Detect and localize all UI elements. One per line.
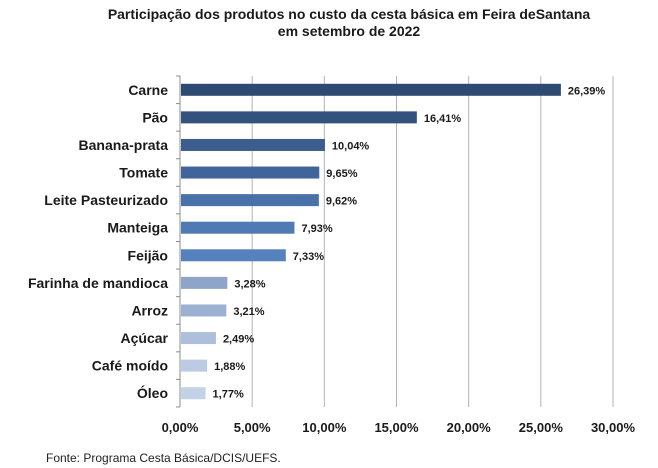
- category-label: Tomate: [119, 165, 168, 181]
- bar: [181, 359, 208, 372]
- data-label: 1,77%: [213, 389, 244, 401]
- category-label: Arroz: [131, 302, 168, 318]
- bar: [181, 83, 561, 96]
- bar: [181, 221, 295, 234]
- data-label: 10,04%: [332, 140, 370, 152]
- bar: [181, 276, 228, 289]
- x-tick-label: 5,00%: [234, 420, 271, 435]
- category-label: Leite Pasteurizado: [44, 192, 168, 208]
- category-label: Óleo: [137, 384, 168, 401]
- category-label: Pão: [142, 109, 168, 125]
- x-tick-label: 10,00%: [302, 420, 347, 435]
- category-label: Açúcar: [121, 330, 169, 346]
- category-label: Farinha de mandioca: [28, 275, 168, 291]
- data-label: 7,93%: [301, 223, 332, 235]
- x-tick-label: 15,00%: [374, 420, 419, 435]
- data-label: 2,49%: [223, 334, 254, 346]
- bar: [181, 387, 206, 400]
- source-note: Fonte: Programa Cesta Básica/DCIS/UEFS.: [46, 451, 281, 465]
- x-tick-label: 25,00%: [519, 420, 564, 435]
- bar: [181, 138, 325, 151]
- bar: [181, 332, 216, 345]
- chart-title-line1: Participação dos produtos no custo da ce…: [107, 6, 591, 22]
- x-tick-label: 20,00%: [447, 420, 492, 435]
- data-label: 16,41%: [424, 113, 462, 125]
- bar: [181, 166, 320, 179]
- category-label: Manteiga: [107, 220, 168, 236]
- data-label: 7,33%: [293, 251, 324, 263]
- chart-title-line2: em setembro de 2022: [277, 23, 421, 39]
- category-label: Carne: [128, 82, 168, 98]
- category-label: Feijão: [128, 247, 168, 263]
- bar: [181, 304, 227, 317]
- bar: [181, 111, 417, 124]
- data-label: 3,21%: [233, 306, 264, 318]
- data-label: 3,28%: [234, 278, 265, 290]
- chart-title: Participação dos produtos no custo da ce…: [0, 6, 658, 40]
- bar: [181, 194, 319, 207]
- data-label: 26,39%: [568, 85, 606, 97]
- category-label: Banana-prata: [79, 137, 169, 153]
- x-tick-label: 30,00%: [591, 420, 636, 435]
- data-label: 9,65%: [326, 168, 357, 180]
- x-tick-label: 0,00%: [162, 420, 199, 435]
- bar: [181, 249, 286, 262]
- data-label: 9,62%: [326, 196, 357, 208]
- category-label: Café moído: [92, 358, 168, 374]
- data-label: 1,88%: [214, 361, 245, 373]
